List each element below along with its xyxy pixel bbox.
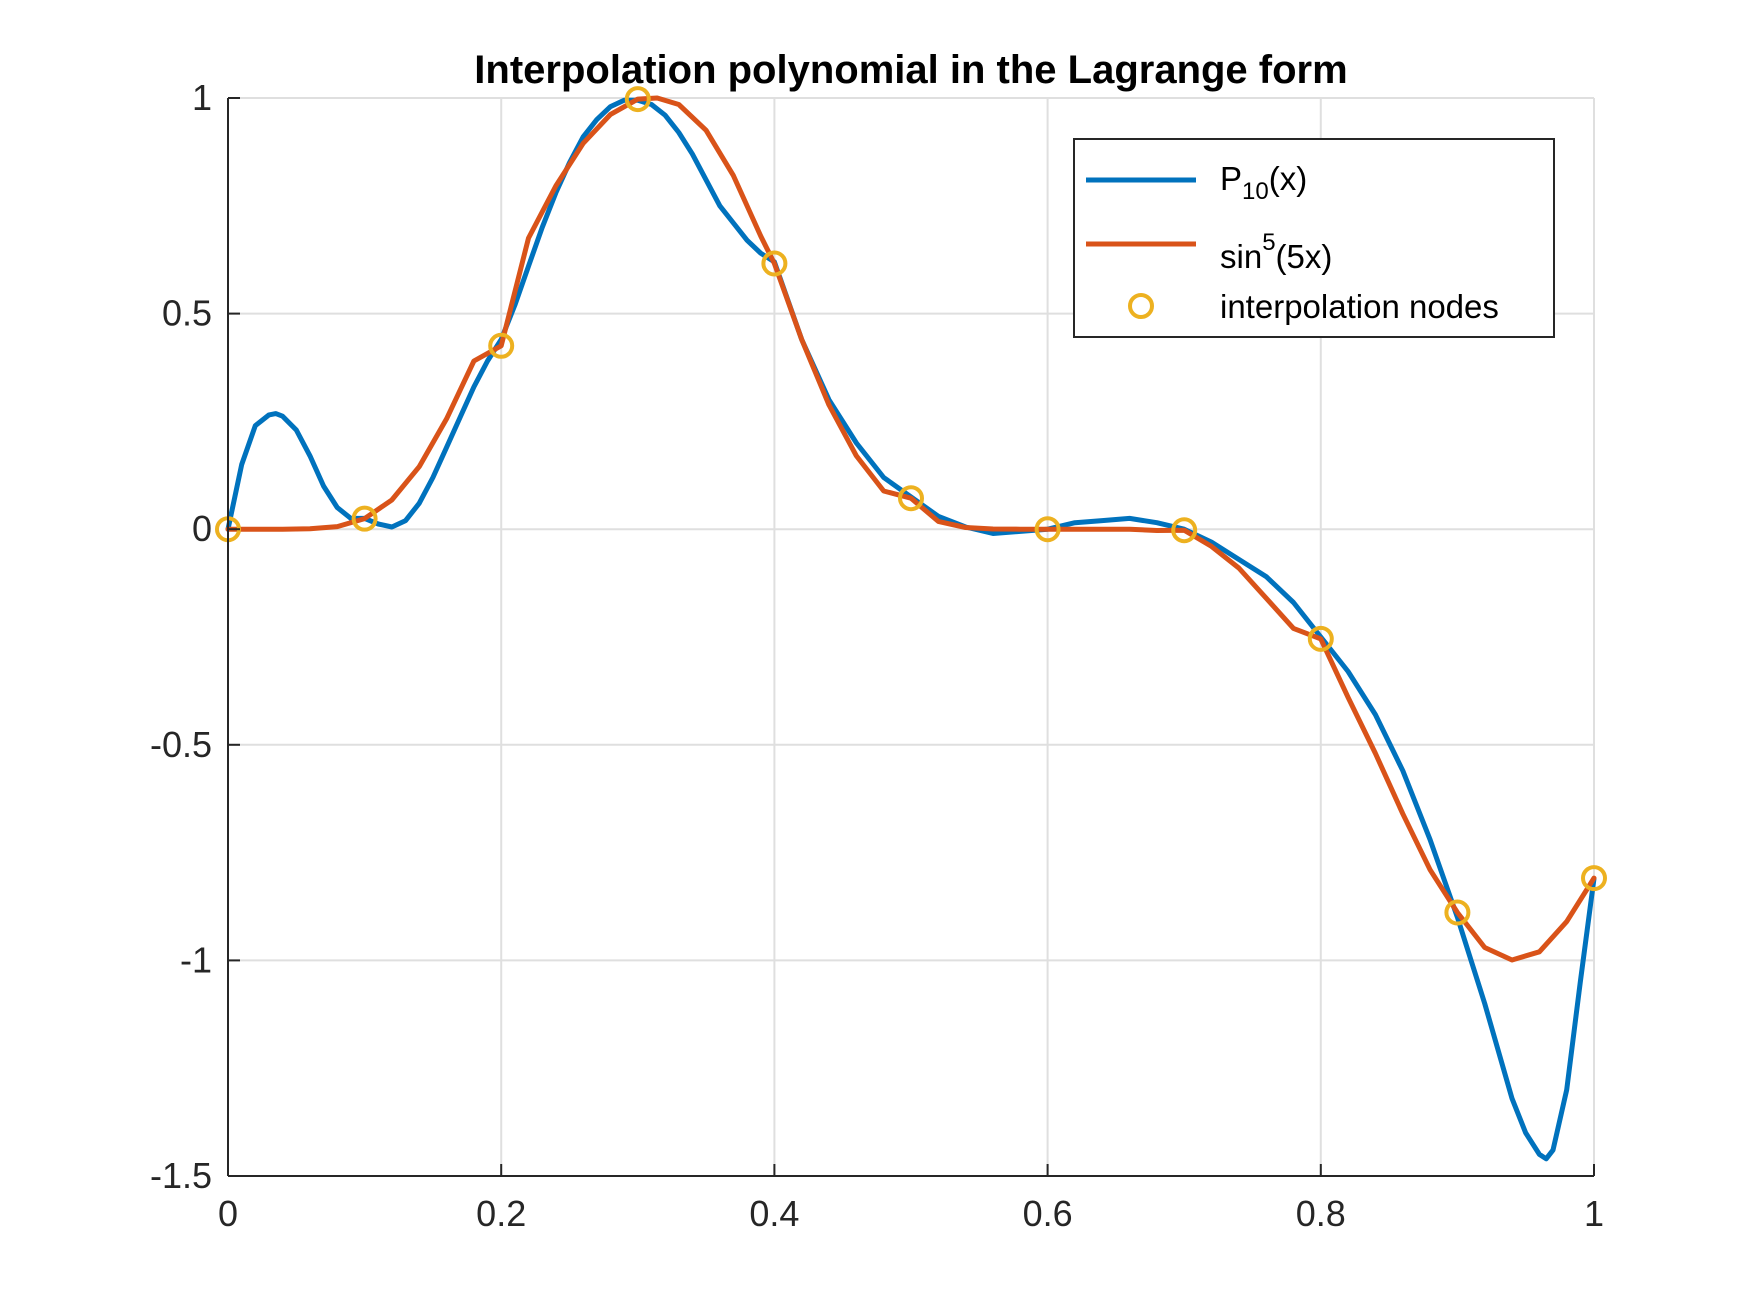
series-line-1	[225, 95, 1597, 963]
axes: 0 0.2 0.4 0.6 0.8 1 1 0.5 0 -0.5 -1 -1.5	[150, 77, 1604, 1234]
y-tick-label-0: 1	[192, 77, 212, 118]
node-marker-8	[1307, 625, 1334, 652]
x-tick-label-0: 0	[218, 1193, 238, 1234]
x-tick-label-1: 0.2	[476, 1193, 526, 1234]
legend-marker-nodes	[1128, 293, 1154, 319]
legend-label-p10: P10(x)	[1220, 160, 1307, 205]
y-tick-label-5: -1.5	[150, 1155, 212, 1196]
node-marker-7	[1171, 517, 1198, 544]
node-marker-3	[624, 86, 651, 113]
y-tick-label-2: 0	[192, 508, 212, 549]
y-tick-label-1: 0.5	[162, 293, 212, 334]
node-marker-2	[488, 332, 515, 359]
node-marker-4	[761, 250, 788, 277]
y-tick-label-3: -0.5	[150, 724, 212, 765]
legend-label-sin5: sin5(5x)	[1220, 229, 1332, 275]
y-tick-label-4: -1	[180, 939, 212, 980]
x-tick-label-3: 0.6	[1023, 1193, 1073, 1234]
series-line-0	[225, 97, 1597, 1162]
legend-box	[1073, 138, 1555, 338]
x-tick-label-2: 0.4	[749, 1193, 799, 1234]
x-tick-label-5: 1	[1584, 1193, 1604, 1234]
node-marker-10	[1581, 865, 1607, 892]
node-marker-6	[1034, 516, 1061, 543]
chart-title: Interpolation polynomial in the Lagrange…	[474, 48, 1347, 92]
legend: P10(x) sin5(5x) interpolation nodes	[1073, 138, 1555, 338]
series-layer	[215, 86, 1607, 1162]
x-tick-label-4: 0.8	[1296, 1193, 1346, 1234]
node-marker-9	[1444, 899, 1471, 926]
node-marker-5	[898, 485, 924, 512]
node-marker-1	[351, 505, 378, 532]
legend-label-nodes: interpolation nodes	[1220, 288, 1499, 325]
